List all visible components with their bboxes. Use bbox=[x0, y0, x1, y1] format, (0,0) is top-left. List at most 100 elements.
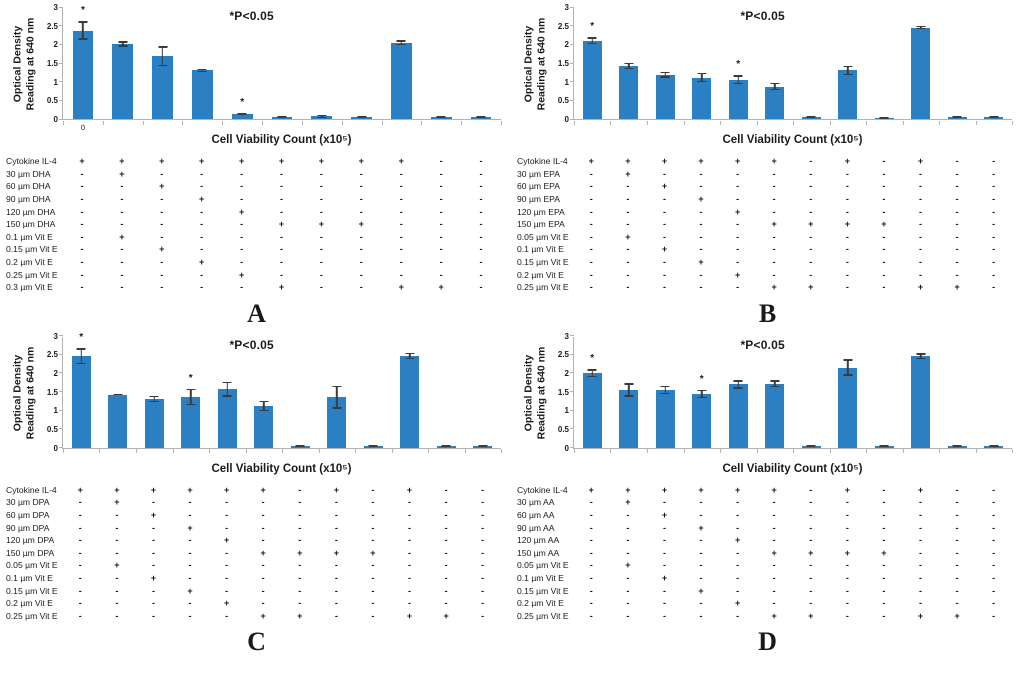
treatment-cell: + bbox=[114, 497, 120, 508]
treatment-row: 30 µm AA - + - - - - - - - - - - bbox=[517, 496, 1018, 509]
error-bar-line bbox=[591, 369, 593, 378]
significance-asterisk: * bbox=[699, 374, 704, 386]
treatment-cell: - bbox=[772, 231, 776, 242]
treatment-row: 30 µm DHA - + - - - - - - - - - bbox=[6, 168, 507, 181]
error-bar-bottom-cap bbox=[916, 358, 926, 360]
error-bar bbox=[879, 445, 889, 448]
treatment-row: 0.25 µm Vit E - - - - - + + - - + + - bbox=[6, 609, 507, 622]
error-bar bbox=[317, 114, 327, 118]
treatment-row: 0.15 µm Vit E - - - + - - - - - - - - bbox=[517, 256, 1018, 269]
significance-asterisk: * bbox=[590, 353, 595, 365]
treatment-cell: - bbox=[444, 572, 448, 583]
treatment-cell: - bbox=[992, 257, 996, 268]
error-bar bbox=[76, 348, 86, 364]
treatment-cell: - bbox=[589, 194, 593, 205]
treatment-cell: - bbox=[809, 257, 813, 268]
treatment-cell: - bbox=[78, 535, 82, 546]
treatment-cell: - bbox=[479, 206, 483, 217]
treatment-row-label: 150 µm DHA bbox=[6, 219, 56, 230]
error-bar bbox=[843, 359, 853, 376]
treatment-cell: - bbox=[407, 598, 411, 609]
treatment-cell: - bbox=[115, 510, 119, 521]
treatment-cell: - bbox=[200, 282, 204, 293]
treatment-cell: - bbox=[809, 181, 813, 192]
y-axis-tick-labels: 0 0.5 1 1.5 2 2.5 3 bbox=[553, 332, 573, 453]
treatment-row: 0.2 µm Vit E - - - - + - - - - - - - bbox=[6, 597, 507, 610]
treatment-cell: - bbox=[736, 585, 740, 596]
treatment-cell: - bbox=[240, 282, 244, 293]
treatment-cell: - bbox=[188, 572, 192, 583]
treatment-row-label: 0.1 µm Vit E bbox=[517, 244, 564, 255]
treatment-cell: - bbox=[78, 522, 82, 533]
treatment-row-label: 0.05 µm Vit E bbox=[6, 560, 58, 571]
treatment-cell: - bbox=[479, 194, 483, 205]
panel-a: Optical Density Reading at 640 nm 0 0.5 1 1… bbox=[6, 3, 507, 329]
error-bar-line bbox=[400, 40, 403, 46]
treatment-cell: - bbox=[662, 522, 666, 533]
treatment-row-label: 30 µm EPA bbox=[517, 168, 561, 179]
error-bar-bottom-cap bbox=[843, 73, 853, 76]
panel-label: B bbox=[758, 298, 777, 328]
treatment-cell: - bbox=[120, 181, 124, 192]
y-tick-mark bbox=[570, 81, 574, 83]
y-axis-title: Optical Density Reading at 640 nm bbox=[517, 337, 553, 449]
error-bar bbox=[587, 37, 597, 44]
treatment-cell: - bbox=[589, 181, 593, 192]
treatment-cell: - bbox=[334, 560, 338, 571]
treatment-row-label: 150 µm DPA bbox=[6, 547, 55, 558]
treatment-cell: - bbox=[662, 610, 666, 621]
treatment-cell: - bbox=[626, 269, 630, 280]
y-tick-label: 1 bbox=[564, 406, 569, 416]
treatment-matrix: Cytokine IL-4 + + + + + + - + - + - -30 µm DPA - + - - - -… bbox=[6, 484, 507, 623]
treatment-cell: - bbox=[992, 598, 996, 609]
treatment-row-label: 0.25 µm Vit E bbox=[517, 610, 569, 621]
error-bar-top-cap bbox=[405, 353, 415, 355]
treatment-cell: - bbox=[662, 206, 666, 217]
y-axis-title-line2: Reading at 640 nm bbox=[535, 346, 547, 439]
x-tick-mark bbox=[172, 449, 174, 454]
error-bar bbox=[113, 393, 123, 396]
error-bar bbox=[770, 82, 780, 91]
y-tick-label: 2.5 bbox=[46, 21, 58, 31]
treatment-cell: - bbox=[319, 269, 323, 280]
treatment-row-label: 60 µm EPA bbox=[517, 181, 561, 192]
treatment-cell: - bbox=[298, 484, 302, 495]
treatment-cell: - bbox=[399, 244, 403, 255]
treatment-cell: - bbox=[809, 484, 813, 495]
error-bar-top-cap bbox=[186, 388, 196, 391]
error-bar-line bbox=[664, 385, 666, 395]
treatment-cell: - bbox=[120, 257, 124, 268]
treatment-cell: - bbox=[225, 585, 229, 596]
bar bbox=[217, 389, 237, 448]
error-bar-bottom-cap bbox=[118, 45, 128, 47]
treatment-cell: - bbox=[772, 269, 776, 280]
y-tick-mark bbox=[59, 118, 63, 120]
error-bar-line bbox=[774, 82, 776, 91]
significance-asterisk: * bbox=[590, 21, 595, 33]
treatment-row-cells: - - + - - - - - - - - - bbox=[62, 573, 501, 583]
error-bar bbox=[396, 40, 406, 46]
treatment-cell: - bbox=[626, 244, 630, 255]
treatment-row-label: 0.1 µm Vit E bbox=[6, 231, 53, 242]
treatment-cell: - bbox=[955, 510, 959, 521]
treatment-cell: + bbox=[844, 219, 850, 230]
treatment-cell: - bbox=[80, 206, 84, 217]
treatment-cell: - bbox=[845, 598, 849, 609]
treatment-cell: - bbox=[882, 497, 886, 508]
treatment-row: 120 µm DPA - - - - + - - - - - - - bbox=[6, 534, 507, 547]
y-tick-mark bbox=[570, 372, 574, 374]
treatment-row-cells: - - - - + - - - - - - - bbox=[62, 598, 501, 608]
bar bbox=[72, 30, 94, 119]
treatment-cell: - bbox=[699, 231, 703, 242]
treatment-row-cells: - + - - - - - - - - - - bbox=[573, 232, 1012, 242]
treatment-cell: - bbox=[481, 610, 485, 621]
y-tick-label: 0.5 bbox=[557, 424, 569, 434]
treatment-cell: + bbox=[278, 219, 285, 230]
x-tick-mark bbox=[902, 120, 904, 125]
bar bbox=[838, 70, 858, 119]
treatment-cell: - bbox=[240, 231, 244, 242]
p-value-annotation: *P<0.05 bbox=[740, 337, 785, 352]
y-tick-label: 1 bbox=[564, 77, 569, 87]
x-axis-title: Cell Viability Count (x10⁵) bbox=[211, 462, 352, 475]
treatment-cell: - bbox=[589, 497, 593, 508]
